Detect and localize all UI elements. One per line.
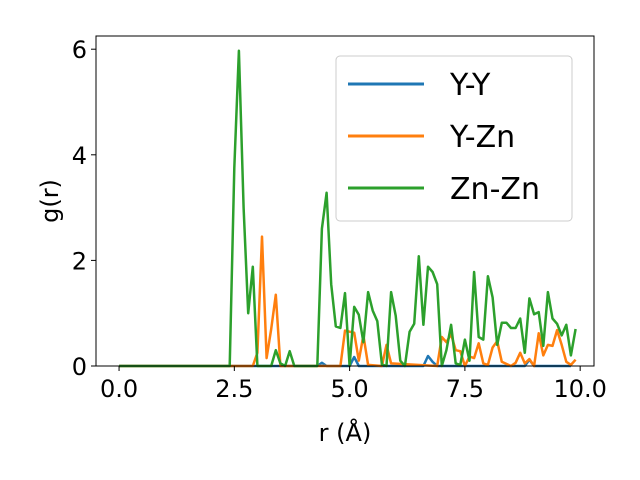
series-line-y-y <box>119 354 571 368</box>
plot-frame <box>95 35 595 367</box>
x-tick-label: 2.5 <box>215 375 253 403</box>
x-axis-label: r (Å) <box>319 418 372 447</box>
x-tick-label: 5.0 <box>331 375 369 403</box>
legend-label-y-y: Y-Y <box>449 68 491 103</box>
series-line-zn-zn <box>119 49 577 368</box>
x-tick-label: 0.0 <box>100 375 138 403</box>
y-tick-label: 6 <box>72 36 87 64</box>
x-axis-ticks: 0.0 2.5 5.0 7.5 10.0 <box>100 366 607 403</box>
legend: Y-Y Y-Zn Zn-Zn <box>335 55 573 222</box>
legend-label-zn-zn: Zn-Zn <box>450 172 540 207</box>
x-tick-label: 10.0 <box>553 375 606 403</box>
y-tick-label: 2 <box>72 247 87 275</box>
y-axis-label: g(r) <box>36 179 64 223</box>
y-tick-label: 0 <box>72 353 87 381</box>
x-tick-label: 7.5 <box>446 375 484 403</box>
legend-box <box>335 55 573 222</box>
y-tick-label: 4 <box>72 142 87 170</box>
y-axis-ticks: 0 2 4 6 <box>72 36 96 381</box>
legend-label-y-zn: Y-Zn <box>449 120 515 155</box>
